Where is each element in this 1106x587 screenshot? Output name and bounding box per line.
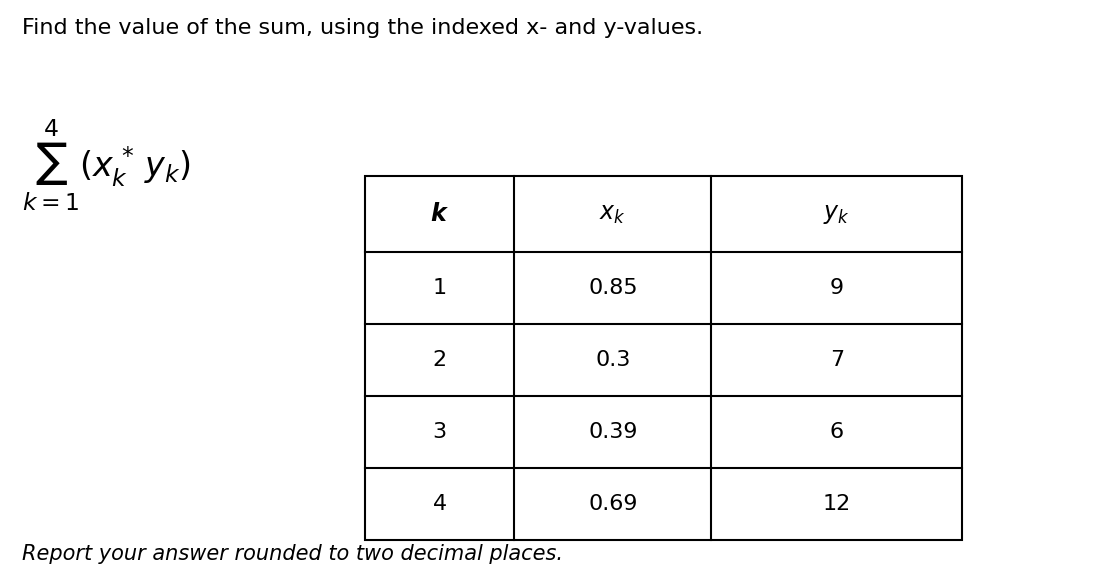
Text: 1: 1	[432, 278, 447, 298]
Text: 0.3: 0.3	[595, 350, 630, 370]
Text: 0.39: 0.39	[588, 422, 637, 442]
Text: 2: 2	[432, 350, 447, 370]
Text: 3: 3	[432, 422, 447, 442]
Text: $\boldsymbol{k}$: $\boldsymbol{k}$	[430, 203, 449, 226]
Text: Find the value of the sum, using the indexed x- and y-values.: Find the value of the sum, using the ind…	[22, 18, 703, 38]
Text: 9: 9	[830, 278, 844, 298]
Text: 7: 7	[830, 350, 844, 370]
Text: 6: 6	[830, 422, 844, 442]
Text: $\sum_{k=1}^{4}(x_k^{\,*}\,y_k)$: $\sum_{k=1}^{4}(x_k^{\,*}\,y_k)$	[22, 117, 191, 212]
Text: $\boldsymbol{x_k}$: $\boldsymbol{x_k}$	[599, 203, 626, 226]
Text: 4: 4	[432, 494, 447, 514]
Text: 12: 12	[823, 494, 851, 514]
Text: Report your answer rounded to two decimal places.: Report your answer rounded to two decima…	[22, 544, 563, 564]
Text: $\boldsymbol{y_k}$: $\boldsymbol{y_k}$	[824, 203, 851, 226]
Text: 0.85: 0.85	[588, 278, 638, 298]
Text: 0.69: 0.69	[588, 494, 637, 514]
Bar	[365, 176, 962, 540]
